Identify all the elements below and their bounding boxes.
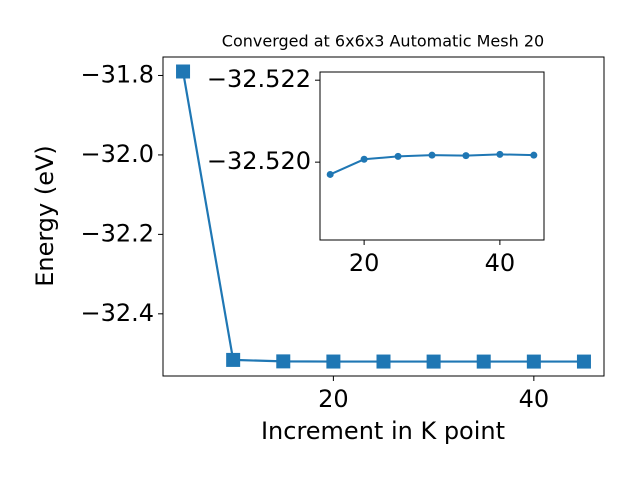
chart-title: Converged at 6x6x3 Automatic Mesh 20 — [222, 32, 544, 51]
y-tick-label: −32.520 — [207, 147, 311, 175]
y-axis-label: Energy (eV) — [31, 145, 59, 287]
marker — [496, 150, 504, 158]
marker — [576, 354, 591, 369]
x-axis-label: Increment in K point — [261, 417, 505, 445]
marker — [176, 64, 191, 79]
marker — [376, 354, 391, 369]
x-tick-label: 40 — [519, 385, 550, 413]
y-tick-label: −31.8 — [80, 60, 154, 88]
marker — [426, 354, 441, 369]
marker — [526, 354, 541, 369]
marker — [394, 152, 402, 160]
y-tick-label: −32.4 — [80, 299, 154, 327]
x-tick-label: 20 — [318, 385, 349, 413]
y-tick-label: −32.2 — [80, 219, 154, 247]
marker — [530, 151, 538, 159]
marker — [276, 354, 291, 369]
marker — [360, 155, 368, 163]
marker — [326, 354, 341, 369]
marker — [428, 151, 436, 159]
x-tick-label: 40 — [485, 249, 516, 277]
axes-frame — [319, 71, 545, 241]
y-tick-label: −32.0 — [80, 140, 154, 168]
marker — [326, 170, 334, 178]
y-tick-label: −32.522 — [207, 65, 311, 93]
x-tick-label: 20 — [349, 249, 380, 277]
marker — [462, 152, 470, 160]
marker — [226, 352, 241, 367]
axes-frame — [162, 56, 605, 377]
marker — [476, 354, 491, 369]
